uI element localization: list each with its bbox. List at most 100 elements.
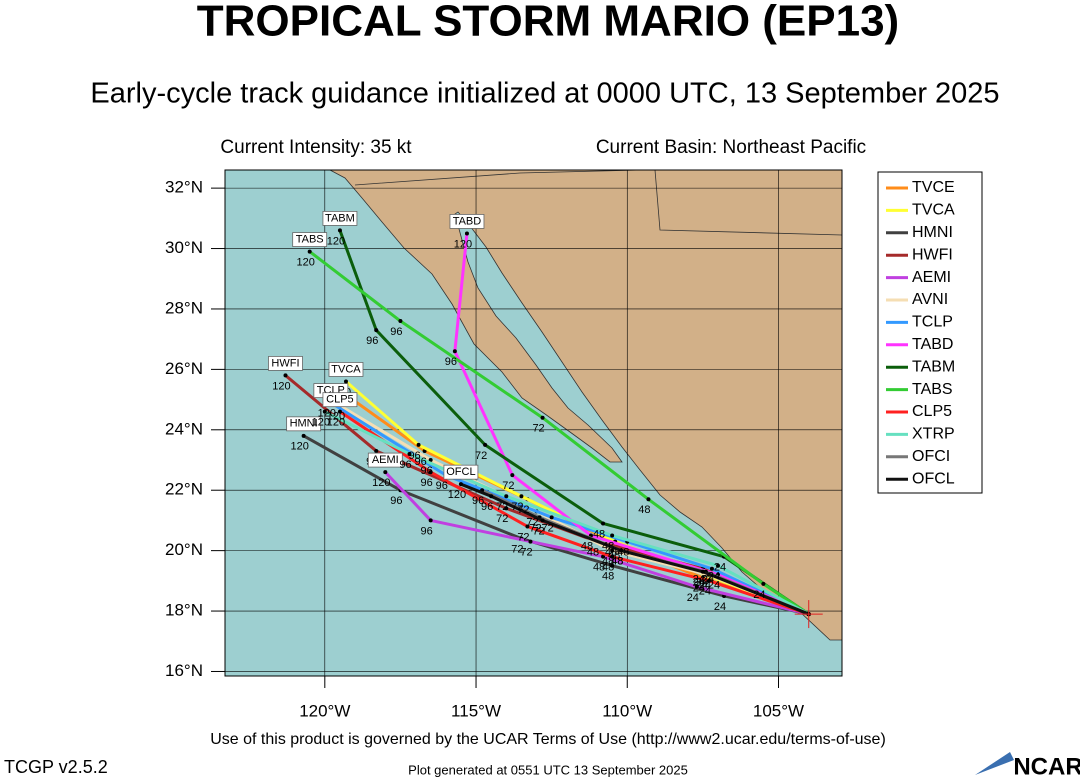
track-tag-box [292,232,328,247]
track-point [504,494,509,499]
track-tag-box [328,362,364,377]
track-point [407,451,412,456]
legend-label: TCLP [912,314,953,331]
legend-label: CLP5 [912,403,952,420]
hour-label: 96 [408,450,420,462]
hour-label: 24 [708,580,720,592]
hour-label: 24 [753,589,765,601]
hour-label: 48 [617,546,629,558]
track-point [398,319,403,324]
intensity: Current Intensity: 35 kt [220,137,412,158]
hour-label: 72 [542,522,554,534]
track-point [709,566,714,571]
hour-label: 96 [445,356,457,368]
track-point [700,569,705,574]
hour-label: 96 [421,477,433,489]
legend-box [877,171,983,494]
track-point [337,228,342,233]
y-tick-label: 32°N [165,178,203,197]
track-line [324,410,810,616]
hour-label: 24 [693,574,705,586]
hour-label: 72 [529,522,541,534]
basin: Current Basin: Northeast Pacific [596,137,866,158]
legend-label: TABD [912,336,953,353]
y-tick-label: 22°N [165,480,203,499]
track-line [460,482,810,616]
hour-label: 96 [366,335,378,347]
legend-label: OFCI [912,448,950,465]
track-point [383,470,388,475]
hour-label: 120 [448,489,466,501]
track-tag: HMNI [290,418,318,430]
track-labels: 2448729612024487296120TVCA24487296120HMN… [268,211,765,613]
hour-label: 48 [593,562,605,574]
y-tick-label: 30°N [165,238,203,257]
hour-label: 24 [696,577,708,589]
hour-label: 24 [708,571,720,583]
track-point [549,515,554,520]
track-point [322,409,327,414]
hour-label: 120 [297,256,315,268]
hour-label: 72 [496,501,508,513]
track-tag-box [367,452,403,468]
track-point [525,524,530,529]
subtitle: Early-cycle track guidance initialized a… [90,78,999,110]
track-tag-box [322,392,358,408]
legend-label: TVCE [912,179,955,196]
hour-label: 96 [436,480,448,492]
track-point [464,231,469,236]
track-tag: TVCA [331,363,361,375]
track-point [452,349,457,354]
hour-label: 24 [687,592,699,604]
track-point [601,521,606,526]
hour-label: 96 [390,495,402,507]
track-point [610,563,615,568]
x-tick-label: 105°W [753,701,804,720]
track-point [528,539,533,544]
y-tick-label: 24°N [165,419,203,438]
hour-label: 96 [421,525,433,537]
hour-label: 24 [693,577,705,589]
hour-label: 48 [581,540,593,552]
map-frame [224,169,843,677]
terms: Use of this product is governed by the U… [210,731,886,748]
track-point [601,554,606,559]
track-line [453,233,810,616]
hour-label: 96 [472,495,484,507]
hour-label: 72 [475,450,487,462]
track-point [374,448,379,453]
track-point [706,578,711,583]
legend-label: TABM [912,358,955,375]
hour-label: 24 [699,580,711,592]
track-line [302,434,810,616]
track-point [540,518,545,523]
hour-label: 72 [517,531,529,543]
hour-label: 72 [532,423,544,435]
border [654,170,842,236]
hour-label: 48 [611,556,623,568]
hour-label: 120 [327,235,345,247]
track-point [301,433,306,438]
track-point [504,506,509,511]
version: TCGP v2.5.2 [4,757,108,777]
y-tick-label: 28°N [165,298,203,317]
track-point [694,584,699,589]
hour-label: 120 [318,408,336,420]
legend-label: HWFI [912,246,953,263]
track-point [519,494,524,499]
track-point [761,581,766,586]
track-point [458,482,463,487]
track-tag-box [286,416,322,432]
hour-label: 72 [511,543,523,555]
track-tag: HWFI [271,357,299,369]
title: TROPICAL STORM MARIO (EP13) [197,0,899,46]
logo-mark [975,752,1014,775]
legend-label: AVNI [912,291,948,308]
track-point [307,249,312,254]
generated: Plot generated at 0551 UTC 13 September … [408,762,688,777]
track-point [343,379,348,384]
hour-label: 72 [517,504,529,516]
legend-label: TVCA [912,202,955,219]
track-point [428,470,433,475]
track-point [416,442,421,447]
